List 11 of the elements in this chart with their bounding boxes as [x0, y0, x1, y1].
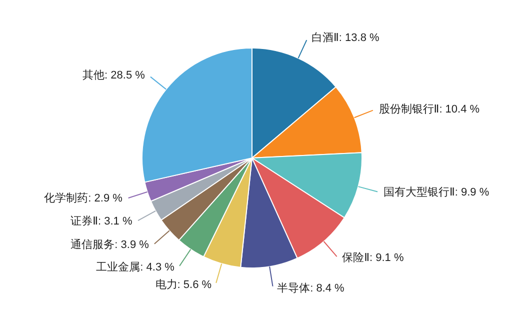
slice-label: 电力: 5.6 %: [155, 278, 212, 291]
slice-label: 半导体: 8.4 %: [277, 281, 345, 294]
slice-label: 白酒Ⅱ: 13.8 %: [312, 31, 380, 44]
slice-label: 化学制药: 2.9 %: [44, 192, 123, 205]
slice-label: 其他: 28.5 %: [82, 68, 146, 82]
slice-label: 证券Ⅱ: 3.1 %: [70, 214, 132, 228]
slice-label: 保险Ⅱ: 9.1 %: [342, 252, 404, 264]
slice-label: 工业金属: 4.3 %: [96, 260, 175, 274]
slice-label: 国有大型银行Ⅱ: 9.9 %: [383, 185, 490, 198]
slice-label: 股份制银行Ⅱ: 10.4 %: [378, 102, 480, 116]
slice-label: 通信服务: 3.9 %: [70, 238, 150, 252]
